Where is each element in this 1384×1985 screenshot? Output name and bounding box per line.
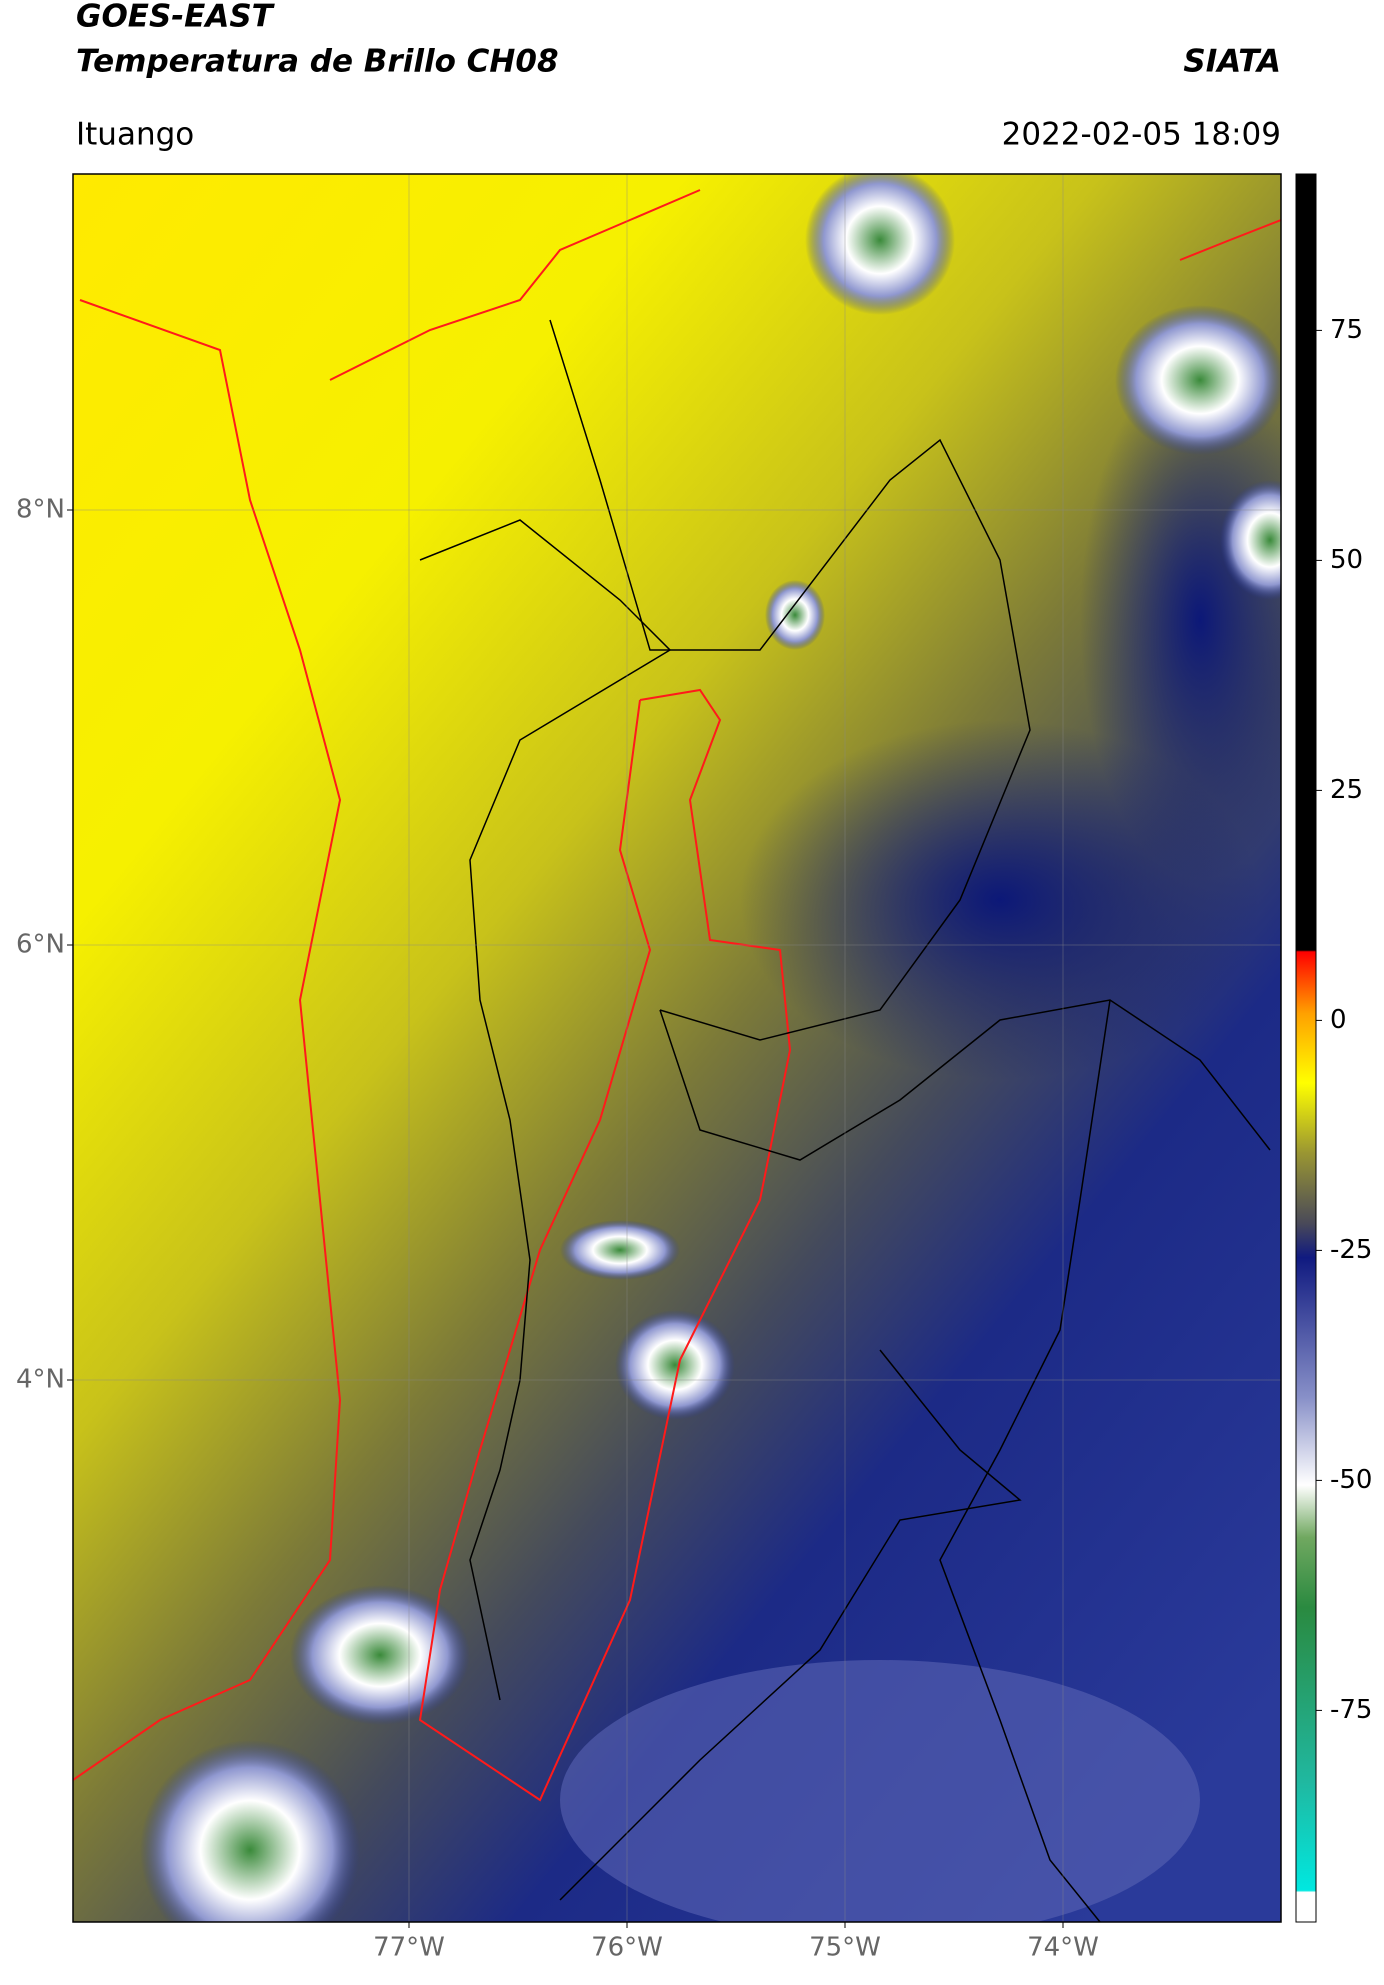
- subtitle: Temperatura de Brillo CH08: [76, 44, 559, 80]
- lon-tick-label: 76°W: [591, 1933, 663, 1963]
- colorbar-tick-label: -75: [1330, 1695, 1372, 1725]
- map-frame: [72, 173, 1282, 1923]
- lat-tick-label: 6°N: [16, 930, 65, 960]
- colorbar: [1295, 173, 1317, 1923]
- satellite-image: [73, 174, 1281, 1922]
- lon-tick-label: 77°W: [373, 1933, 445, 1963]
- colorbar-tick-label: 25: [1330, 775, 1363, 805]
- title: GOES-EAST: [76, 0, 276, 35]
- graticule: [73, 174, 1281, 1922]
- source: SIATA: [1183, 44, 1281, 80]
- lat-tick-label: 8°N: [16, 495, 65, 525]
- lat-tick-label: 4°N: [16, 1365, 65, 1395]
- lon-tick-label: 74°W: [1027, 1933, 1099, 1963]
- location: Ituango: [76, 117, 194, 153]
- lon-tick-label: 75°W: [809, 1933, 881, 1963]
- colorbar-tick-label: -25: [1330, 1235, 1372, 1265]
- colorbar-tick-label: 75: [1330, 315, 1363, 345]
- datetime: 2022-02-05 18:09: [1002, 117, 1281, 153]
- colorbar-tick-label: 0: [1330, 1005, 1347, 1035]
- colorbar-tick-label: -50: [1330, 1465, 1372, 1495]
- colorbar-tick-label: 50: [1330, 545, 1363, 575]
